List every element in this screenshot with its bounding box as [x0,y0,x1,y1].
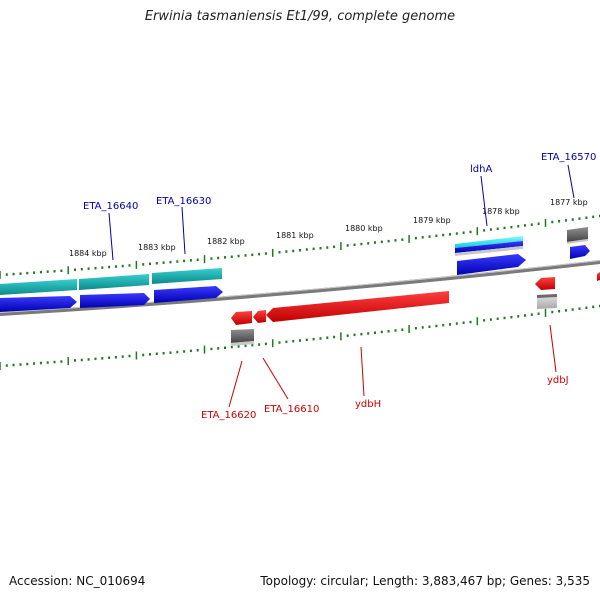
gene-label-ldha[interactable]: ldhA [470,164,492,175]
scale-label-1877: 1877 kbp [550,198,588,207]
gene-labels: ETA_16640 ETA_16630 ldhA ETA_16570 ETA_1… [83,152,596,421]
gene-label-eta16630[interactable]: ETA_16630 [156,196,211,207]
gene-bar-eta16570[interactable] [567,227,588,242]
cds-arrow-eta16620[interactable] [231,311,252,325]
reverse-features [231,272,600,346]
callout-lines [108,164,575,408]
gene-label-eta16610[interactable]: ETA_16610 [264,404,319,415]
lower-scale-track [0,304,600,370]
gene-label-eta16570[interactable]: ETA_16570 [541,152,596,163]
scale-label-1879: 1879 kbp [413,216,451,225]
genome-stats-text: Topology: circular; Length: 3,883,467 bp… [260,574,590,588]
scale-label-1882: 1882 kbp [207,237,245,246]
scale-label-1881: 1881 kbp [276,231,314,240]
cds-arrow-eta16630[interactable] [154,286,223,303]
gene-label-eta16640[interactable]: ETA_16640 [83,201,138,212]
cds-arrow-ldha[interactable] [457,254,526,275]
cds-arrow-eta16640-part1[interactable] [0,296,77,312]
gene-bar-ldha-cyan[interactable] [455,236,523,248]
cds-arrow-ydbj[interactable] [535,277,555,290]
cds-arrow-eta16570[interactable] [570,245,590,259]
map-title: Erwinia tasmaniensis Et1/99, complete ge… [144,9,456,24]
scale-label-1883: 1883 kbp [138,243,176,252]
cds-arrow-eta16640-part2[interactable] [80,293,150,308]
gene-bar-eta16640-part2[interactable] [79,274,149,290]
cds-arrow-edge[interactable] [597,272,600,281]
cds-arrow-ydbh[interactable] [266,291,449,322]
scale-label-1880: 1880 kbp [345,224,383,233]
scale-label-1884: 1884 kbp [69,249,107,258]
cds-arrow-eta16610[interactable] [253,310,266,323]
gene-label-eta16620[interactable]: ETA_16620 [201,410,256,421]
gene-bar-ldha-blue[interactable] [455,241,523,253]
gene-bar-eta16640-part1[interactable] [0,279,77,295]
gene-label-ydbh[interactable]: ydbH [355,399,381,410]
accession-text: Accession: NC_010694 [9,574,146,588]
forward-features [0,227,590,312]
genome-backbone [0,260,600,316]
gene-bar-eta16630[interactable] [152,268,222,284]
gene-bar-eta16620[interactable] [231,329,254,343]
scale-labels: 1884 kbp 1883 kbp 1882 kbp 1881 kbp 1880… [69,198,588,258]
upper-scale-track [0,214,600,279]
gene-label-ydbj[interactable]: ydbJ [547,375,569,386]
scale-label-1878: 1878 kbp [482,207,520,216]
